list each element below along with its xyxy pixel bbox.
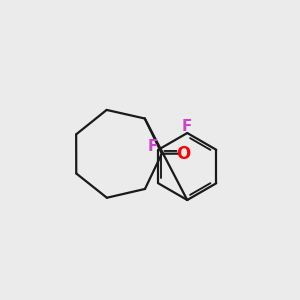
Text: F: F bbox=[147, 139, 158, 154]
Text: O: O bbox=[176, 145, 190, 163]
Text: F: F bbox=[182, 119, 192, 134]
